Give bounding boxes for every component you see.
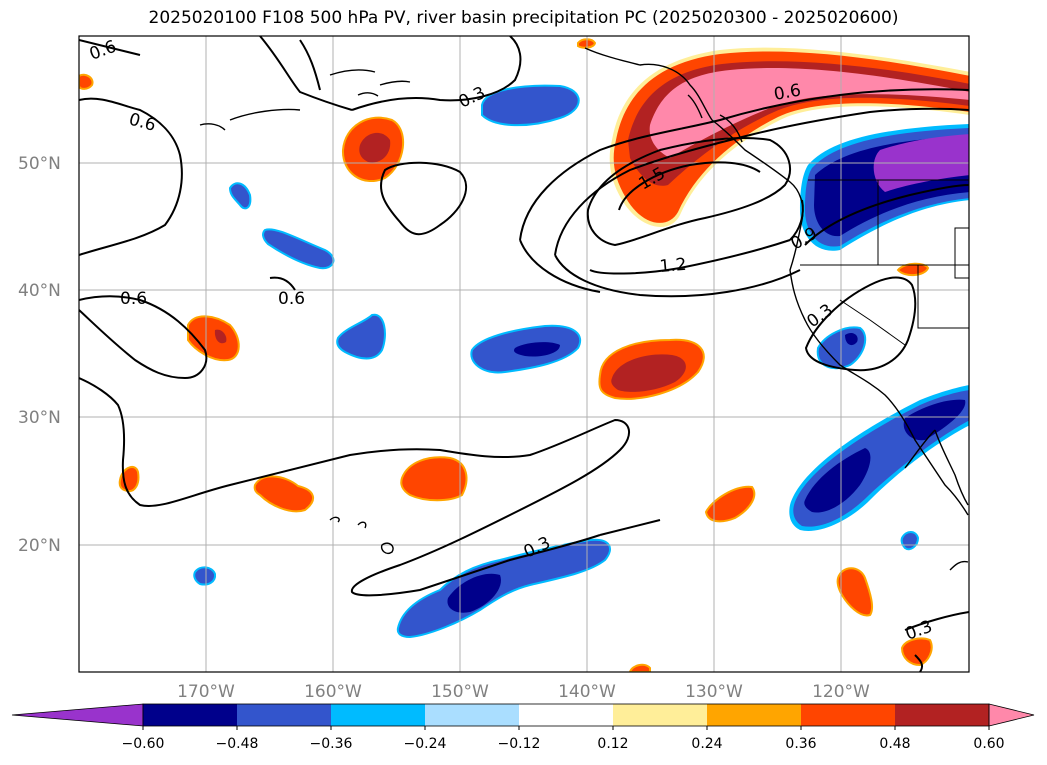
contour-label: 0.6: [120, 289, 147, 309]
lat-label: 50°N: [18, 154, 61, 174]
colorbar-swatch: [143, 704, 238, 726]
colorbar-outline: [142, 703, 990, 727]
colorbar-tick-label: −0.36: [310, 736, 353, 752]
colorbar-tick-label: 0.24: [691, 736, 722, 752]
colorbar-swatch: [895, 704, 990, 726]
positive-anomaly-blob-162w-24n: [253, 475, 314, 513]
coastlines: [199, 47, 969, 571]
colorbar-swatch: [331, 704, 426, 726]
colorbar-swatch: [707, 704, 802, 726]
colorbar-tick-label: 0.48: [879, 736, 910, 752]
positive-anomaly-blob-115w-12n: [900, 637, 933, 667]
contour-label: 0.6: [278, 289, 305, 309]
negative-anomaly-blob-145w-35n: [470, 324, 582, 374]
positive-anomaly-blob-135w-10n: [628, 663, 651, 672]
colorbar-swatch: [613, 704, 708, 726]
negative-anomaly-blob-157w-37n: [336, 313, 386, 360]
lon-label: 120°W: [812, 682, 870, 702]
lon-label: 140°W: [558, 682, 616, 702]
negative-anomaly-blob-118w-37n: [816, 326, 867, 370]
pv-contours: [79, 36, 969, 672]
colorbar-extend-min: [11, 703, 144, 727]
positive-anomaly-blob-135w-35n: [598, 338, 705, 400]
colorbar-tick-label: −0.48: [216, 736, 259, 752]
contour-label: 0.6: [772, 81, 802, 105]
political-borders: [800, 179, 969, 346]
longitude-labels: 170°W 160°W 150°W 140°W 130°W 120°W: [177, 682, 870, 702]
lon-label: 170°W: [177, 682, 235, 702]
contour-label: 1.2: [659, 255, 688, 277]
positive-anomaly-blob-128w-23n: [704, 485, 756, 523]
colorbar-swatch: [519, 704, 614, 726]
positive-anomaly-blob-118w-16n: [836, 567, 874, 617]
colorbar-swatch: [801, 704, 896, 726]
colorbar-tick-label: −0.24: [404, 736, 447, 752]
lon-label: 160°W: [304, 682, 362, 702]
colorbar-swatch: [425, 704, 520, 726]
negative-anomaly-region-south: [396, 538, 611, 639]
colorbar-extend-max: [988, 703, 1035, 727]
map-title: 2025020100 F108 500 hPa PV, river basin …: [148, 8, 899, 28]
colorbar-tick-label: −0.12: [498, 736, 541, 752]
negative-anomaly-blob-145w-55n: [481, 84, 580, 127]
positive-anomaly-blob-150w-25n: [400, 456, 468, 502]
negative-anomaly-blob-170w-17n: [193, 566, 217, 586]
lon-label: 150°W: [431, 682, 489, 702]
contour-label: 0.6: [127, 110, 158, 136]
colorbar-swatch: [237, 704, 332, 726]
lat-label: 40°N: [18, 281, 61, 301]
negative-anomaly-blob-170w-47n: [228, 182, 252, 210]
latitude-labels: 50°N 40°N 30°N 20°N: [18, 154, 61, 556]
precip-fill-layer: [79, 38, 969, 672]
positive-anomaly-blob-180w-56n: [79, 73, 94, 90]
colorbar-tick-label: 0.12: [597, 736, 628, 752]
colorbar-tick-label: 0.60: [973, 736, 1004, 752]
negative-anomaly-region-baja: [789, 385, 969, 531]
map-frame: [78, 35, 970, 673]
lat-label: 30°N: [18, 408, 61, 428]
contour-label: 0.6: [87, 37, 119, 65]
negative-anomaly-blob-116w-20n: [900, 531, 920, 551]
colorbar: −0.60 −0.48 −0.36 −0.24 −0.12 0.12 0.24 0.36 0.4…: [11, 703, 1035, 752]
positive-anomaly-blob-160w-50n: [341, 116, 405, 183]
lon-label: 130°W: [685, 682, 743, 702]
positive-anomaly-blob-168w-36n: [187, 315, 240, 362]
colorbar-tick-label: 0.36: [785, 736, 816, 752]
colorbar-tick-label: −0.60: [122, 736, 165, 752]
lat-label: 20°N: [18, 536, 61, 556]
negative-anomaly-blob-165w-43n: [262, 228, 335, 270]
